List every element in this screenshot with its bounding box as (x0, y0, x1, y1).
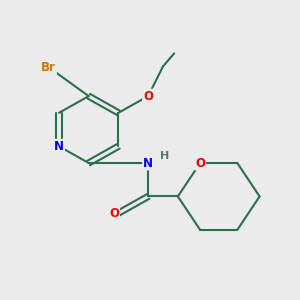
Text: H: H (160, 151, 170, 160)
Text: O: O (143, 90, 153, 103)
Text: O: O (109, 207, 119, 220)
Text: N: N (54, 140, 64, 153)
Text: O: O (195, 157, 205, 169)
Text: N: N (143, 157, 153, 169)
Text: Br: Br (41, 61, 56, 74)
